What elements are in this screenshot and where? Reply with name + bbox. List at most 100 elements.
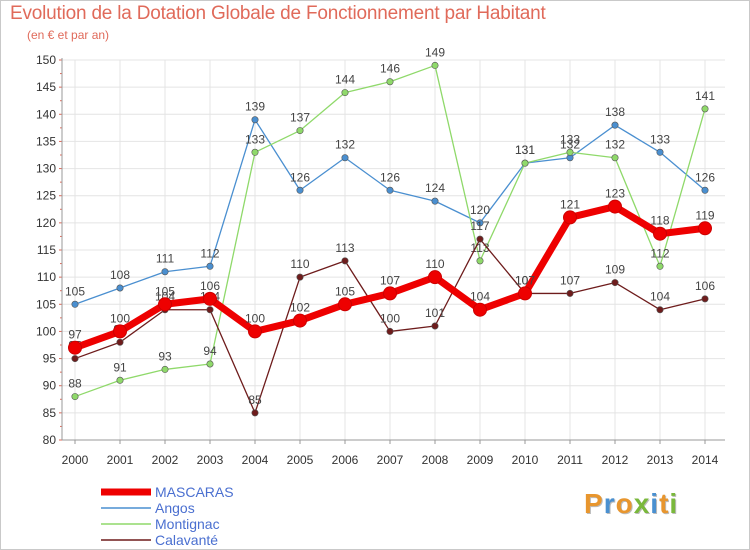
data-point <box>296 273 304 281</box>
data-label: 112 <box>650 246 669 260</box>
data-point <box>608 199 622 214</box>
x-tick-label: 2012 <box>602 453 629 467</box>
data-point <box>161 268 169 276</box>
data-point <box>341 89 349 97</box>
data-point <box>518 286 532 301</box>
data-label: 108 <box>110 268 130 282</box>
chart-title: Evolution de la Dotation Globale de Fonc… <box>10 3 546 24</box>
data-point <box>653 226 667 241</box>
y-tick-label: 140 <box>36 107 56 121</box>
y-tick-label: 125 <box>36 189 56 203</box>
data-point <box>611 121 619 129</box>
data-label: 100 <box>380 311 400 325</box>
data-point <box>476 235 484 243</box>
data-label: 107 <box>515 273 535 287</box>
data-point <box>116 284 124 292</box>
data-point <box>206 360 214 368</box>
data-point <box>701 186 709 194</box>
chart-subtitle: (en € et par an) <box>27 28 110 42</box>
logo-letter: i <box>650 488 660 519</box>
data-label: 100 <box>245 311 265 325</box>
data-point <box>611 279 619 287</box>
data-label: 133 <box>650 132 670 146</box>
data-label: 113 <box>335 241 354 255</box>
x-tick-label: 2005 <box>287 453 314 467</box>
data-label: 107 <box>560 273 580 287</box>
data-label: 149 <box>425 45 445 59</box>
data-point <box>206 306 214 314</box>
x-tick-label: 2001 <box>107 453 134 467</box>
x-tick-label: 2014 <box>692 453 719 467</box>
y-tick-label: 130 <box>36 162 56 176</box>
data-label: 132 <box>335 138 355 152</box>
legend-label-angos: Angos <box>155 500 195 516</box>
data-point <box>296 186 304 194</box>
x-tick-label: 2006 <box>332 453 359 467</box>
data-point <box>521 159 529 167</box>
data-label: 117 <box>470 219 489 233</box>
data-label: 105 <box>155 284 175 298</box>
data-label: 118 <box>650 214 669 228</box>
data-label: 131 <box>515 143 535 157</box>
x-tick-label: 2009 <box>467 453 494 467</box>
data-label: 110 <box>425 257 444 271</box>
data-label: 144 <box>335 73 355 87</box>
data-label: 123 <box>605 187 625 201</box>
data-point <box>71 300 79 308</box>
data-point <box>701 105 709 113</box>
data-label: 111 <box>156 252 175 266</box>
data-point <box>71 355 79 363</box>
data-point <box>431 197 439 205</box>
data-label: 139 <box>245 100 265 114</box>
data-label: 105 <box>335 284 355 298</box>
data-point <box>248 324 262 339</box>
y-tick-label: 120 <box>36 216 56 230</box>
data-label: 107 <box>380 273 400 287</box>
data-label: 132 <box>605 138 625 152</box>
data-point <box>386 327 394 335</box>
data-point <box>341 257 349 265</box>
y-tick-label: 110 <box>37 270 56 284</box>
data-label: 93 <box>158 349 172 363</box>
data-label: 120 <box>470 203 490 217</box>
data-point <box>206 262 214 270</box>
data-label: 97 <box>68 328 82 342</box>
y-tick-label: 145 <box>36 80 56 94</box>
y-tick-label: 80 <box>43 433 57 447</box>
logo-letter: t <box>659 488 670 519</box>
data-point <box>656 262 664 270</box>
data-point <box>116 376 124 384</box>
proxiti-logo: Proxiti <box>584 488 678 520</box>
data-label: 91 <box>113 360 127 374</box>
x-tick-label: 2013 <box>647 453 674 467</box>
data-label: 109 <box>605 263 625 277</box>
data-label: 104 <box>650 290 670 304</box>
data-label: 124 <box>425 181 445 195</box>
data-label: 126 <box>380 170 400 184</box>
logo-letter: o <box>615 488 634 519</box>
data-label: 126 <box>290 170 310 184</box>
y-tick-label: 90 <box>43 379 57 393</box>
data-point <box>701 295 709 303</box>
data-point <box>251 409 259 417</box>
y-tick-label: 135 <box>36 134 56 148</box>
data-label: 137 <box>290 111 310 125</box>
y-tick-label: 150 <box>36 53 56 67</box>
data-point <box>611 154 619 162</box>
data-point <box>251 116 259 124</box>
data-point <box>251 148 259 156</box>
legend-label-mascaras: MASCARAS <box>155 484 234 500</box>
y-tick-label: 115 <box>37 243 56 257</box>
x-tick-label: 2004 <box>242 453 269 467</box>
series-calavanté: 9598104104851101131001011171071071091041… <box>68 219 715 417</box>
y-tick-label: 85 <box>43 406 57 420</box>
data-label: 105 <box>65 284 85 298</box>
data-label: 131 <box>515 143 535 157</box>
y-tick-label: 95 <box>43 352 57 366</box>
data-point <box>293 313 307 328</box>
data-point <box>476 219 484 227</box>
data-label: 133 <box>245 132 265 146</box>
logo-letter: P <box>584 488 604 519</box>
